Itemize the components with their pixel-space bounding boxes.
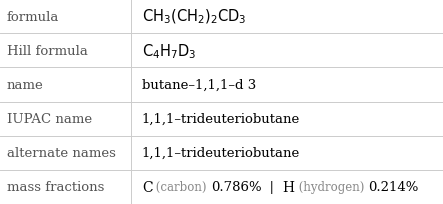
Text: formula: formula bbox=[7, 11, 59, 23]
Text: H: H bbox=[283, 180, 295, 194]
Text: mass fractions: mass fractions bbox=[7, 181, 104, 193]
Text: butane–1,1,1–d 3: butane–1,1,1–d 3 bbox=[142, 79, 256, 91]
Text: $\mathrm{C_4H_7D_3}$: $\mathrm{C_4H_7D_3}$ bbox=[142, 42, 196, 60]
Text: 0.214%: 0.214% bbox=[368, 181, 418, 193]
Text: Hill formula: Hill formula bbox=[7, 44, 88, 58]
Text: IUPAC name: IUPAC name bbox=[7, 113, 92, 125]
Text: 1,1,1–trideuteriobutane: 1,1,1–trideuteriobutane bbox=[142, 113, 300, 125]
Text: alternate names: alternate names bbox=[7, 146, 116, 160]
Text: $\mathrm{CH_3(CH_2)_2CD_3}$: $\mathrm{CH_3(CH_2)_2CD_3}$ bbox=[142, 8, 246, 26]
Text: C: C bbox=[142, 180, 152, 194]
Text: 0.786%: 0.786% bbox=[210, 181, 261, 193]
Text: |: | bbox=[261, 181, 283, 193]
Text: name: name bbox=[7, 79, 43, 91]
Text: (carbon): (carbon) bbox=[152, 181, 210, 193]
Text: 1,1,1–trideuteriobutane: 1,1,1–trideuteriobutane bbox=[142, 146, 300, 160]
Text: (hydrogen): (hydrogen) bbox=[295, 181, 368, 193]
